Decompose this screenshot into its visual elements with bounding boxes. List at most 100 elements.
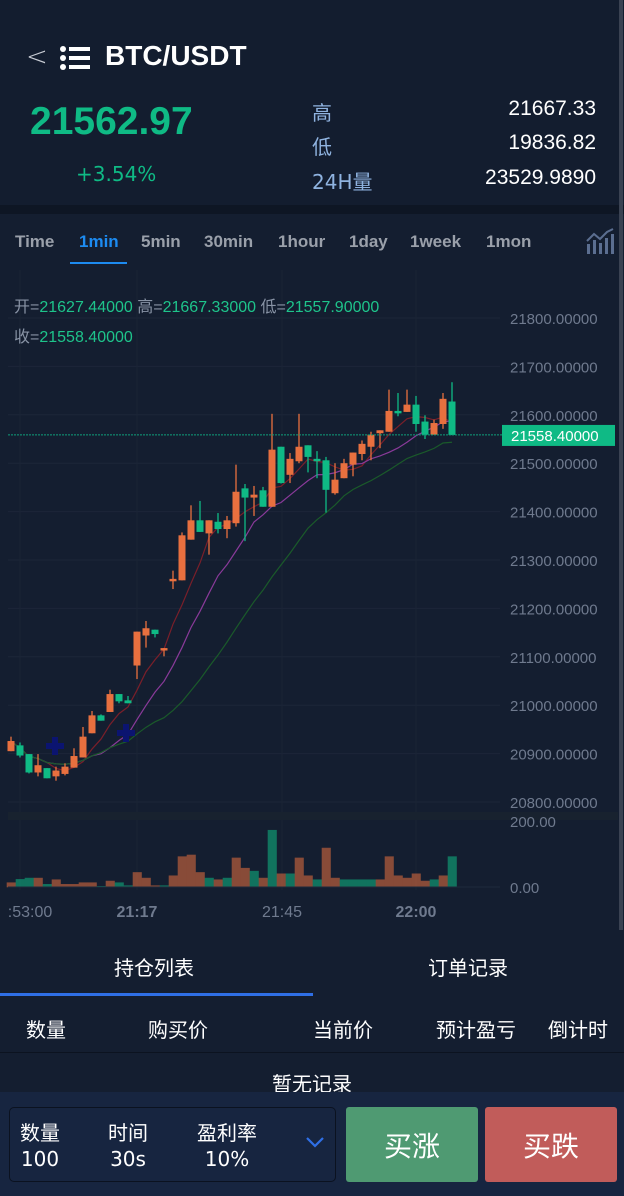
candle-body xyxy=(376,430,384,434)
back-chevron-icon[interactable]: < xyxy=(26,42,48,72)
candle-body xyxy=(79,736,87,758)
y-tick-label: 21100.00000 xyxy=(510,650,596,667)
buy-down-button[interactable]: 买跌 xyxy=(485,1107,617,1182)
volume-bar xyxy=(195,872,205,888)
scrollbar[interactable] xyxy=(619,0,623,930)
volume-bar xyxy=(105,880,115,888)
volume-24h-value: 23529.9890 xyxy=(485,166,596,189)
tab-1day[interactable]: 1day xyxy=(349,232,388,251)
candle-body xyxy=(430,423,438,435)
candle-body xyxy=(115,694,123,702)
volume-tick-label: 0.00 xyxy=(510,880,539,897)
time-label: 时间 xyxy=(108,1121,148,1145)
last-price-tag xyxy=(502,424,615,446)
tab-positions[interactable]: 持仓列表 xyxy=(114,956,194,980)
candle-body xyxy=(241,488,249,498)
candle-body xyxy=(7,741,15,752)
candle-body xyxy=(88,715,96,734)
volume-bar xyxy=(258,877,268,888)
kline-chart[interactable]: 21800.00000 21700.00000 21600.00000 21500.0… xyxy=(0,270,624,930)
volume-bar xyxy=(267,829,277,888)
high-label: 高= xyxy=(137,299,163,316)
column-buy-price: 购买价 xyxy=(148,1018,208,1042)
candle-body xyxy=(448,401,456,435)
volume-bar xyxy=(438,875,448,888)
tab-1mon[interactable]: 1mon xyxy=(486,232,532,251)
column-quantity: 数量 xyxy=(26,1018,66,1042)
candle-body xyxy=(250,494,258,498)
candle-body xyxy=(133,631,141,666)
close-label: 收= xyxy=(14,329,40,346)
volume-bar xyxy=(240,867,250,888)
volume-bar xyxy=(321,847,331,888)
volume-bar xyxy=(402,877,412,888)
y-tick-label: 21700.00000 xyxy=(510,359,598,376)
column-current-price: 当前价 xyxy=(313,1018,373,1042)
price-change: +3.54% xyxy=(76,162,157,186)
tab-30min[interactable]: 30min xyxy=(204,232,254,251)
interval-tabs: Time 1min 5min 30min 1hour 1day 1week 1m… xyxy=(0,214,624,270)
indicator-chart-icon[interactable] xyxy=(586,228,614,254)
candle-body xyxy=(412,404,420,424)
y-tick-label: 21800.00000 xyxy=(510,311,598,328)
tab-5min[interactable]: 5min xyxy=(141,232,181,251)
volume-bar xyxy=(357,879,367,888)
candle-body xyxy=(196,520,204,532)
low-value: 19836.82 xyxy=(508,131,596,154)
candle-body xyxy=(43,768,51,779)
x-tick-label: 21:17 xyxy=(117,904,158,921)
candle-body xyxy=(421,421,429,435)
candle-body xyxy=(331,479,339,494)
candle-body xyxy=(205,520,213,534)
y-tick-label: 20800.00000 xyxy=(510,795,598,812)
active-tab-indicator xyxy=(70,262,127,264)
pane-separator xyxy=(8,812,618,820)
x-tick-label: :53:00 xyxy=(8,904,53,921)
volume-bar xyxy=(24,877,34,888)
ohlc-readout: 开=21627.44000 高=21667.33000 低=21557.9000… xyxy=(14,293,379,317)
candle-body xyxy=(367,434,375,447)
high-value: 21667.33 xyxy=(508,97,596,120)
volume-bar xyxy=(348,879,358,888)
tab-1min[interactable]: 1min xyxy=(79,232,119,251)
candle-body xyxy=(223,520,231,530)
low-label: 低 xyxy=(312,135,332,159)
x-tick-label: 22:00 xyxy=(396,904,437,921)
volume-bar xyxy=(231,857,241,888)
order-options[interactable]: 数量 100 时间 30s 盈利率 10% xyxy=(9,1107,336,1182)
chevron-down-icon[interactable] xyxy=(305,1135,325,1149)
candle-body xyxy=(187,520,195,540)
volume-bar xyxy=(204,877,214,888)
last-price-label: 21558.40000 xyxy=(511,428,599,445)
volume-bar xyxy=(87,882,97,888)
y-tick-label: 21400.00000 xyxy=(510,505,598,522)
high-value: 21667.33000 xyxy=(162,299,257,316)
candle-body xyxy=(16,745,24,756)
candle-body xyxy=(340,463,348,479)
profit-rate-option[interactable]: 盈利率 10% xyxy=(194,1120,260,1172)
close-readout: 收=21558.40000 xyxy=(14,323,133,347)
tab-1week[interactable]: 1week xyxy=(410,232,462,251)
open-value: 21627.44000 xyxy=(39,299,133,316)
buy-up-button[interactable]: 买涨 xyxy=(346,1107,478,1182)
last-price: 21562.97 xyxy=(30,100,193,143)
y-tick-label: 21500.00000 xyxy=(510,456,598,473)
quantity-option[interactable]: 数量 100 xyxy=(18,1120,62,1172)
y-tick-label: 21300.00000 xyxy=(510,553,598,570)
tab-1hour[interactable]: 1hour xyxy=(278,232,326,251)
tab-order-history[interactable]: 订单记录 xyxy=(428,956,508,980)
volume-bar xyxy=(285,873,295,888)
time-option[interactable]: 时间 30s xyxy=(105,1120,151,1172)
candle-body xyxy=(304,445,312,457)
candle-body xyxy=(151,629,159,635)
divider xyxy=(0,205,624,214)
tab-time[interactable]: Time xyxy=(15,232,55,251)
volume-bar xyxy=(366,879,376,888)
candle-body xyxy=(25,754,33,773)
header: < BTC/USDT 21562.97 +3.54% 高 21667.33 低 … xyxy=(0,0,624,205)
time-value: 30s xyxy=(110,1147,146,1171)
candle-body xyxy=(52,770,60,777)
volume-bar xyxy=(330,877,340,888)
list-menu-icon[interactable] xyxy=(60,46,90,70)
candle-body xyxy=(232,491,240,524)
